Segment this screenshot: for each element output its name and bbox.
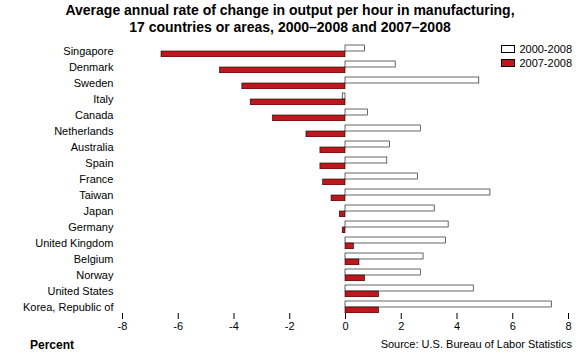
svg-text:-8: -8 <box>118 320 128 332</box>
html-text:Percent: Percent <box>30 338 74 352</box>
svg-text:Korea, Republic of: Korea, Republic of <box>23 301 114 313</box>
svg-text:0: 0 <box>342 320 348 332</box>
svg-text:France: France <box>79 173 113 185</box>
svg-text:Sweden: Sweden <box>74 77 114 89</box>
svg-text:Italy: Italy <box>93 93 114 105</box>
svg-text:Taiwan: Taiwan <box>79 189 113 201</box>
svg-text:6: 6 <box>510 320 516 332</box>
html-text:2000-2008: 2000-2008 <box>519 43 572 55</box>
svg-text:-6: -6 <box>173 320 183 332</box>
svg-text:United Kingdom: United Kingdom <box>35 237 113 249</box>
svg-text:Japan: Japan <box>84 205 114 217</box>
svg-text:2: 2 <box>398 320 404 332</box>
svg-text:Netherlands: Netherlands <box>54 125 114 137</box>
svg-text:Germany: Germany <box>68 221 114 233</box>
html-text:Source: U.S. Bureau of Labor S: Source: U.S. Bureau of Labor Statistics <box>380 338 572 350</box>
svg-text:Spain: Spain <box>85 157 113 169</box>
svg-text:Norway: Norway <box>76 269 114 281</box>
svg-text:Singapore: Singapore <box>63 45 113 57</box>
html-text:2007-2008: 2007-2008 <box>519 57 572 69</box>
svg-text:-4: -4 <box>229 320 239 332</box>
svg-text:-2: -2 <box>285 320 295 332</box>
svg-text:Canada: Canada <box>75 109 114 121</box>
svg-text:8: 8 <box>565 320 571 332</box>
svg-text:4: 4 <box>454 320 460 332</box>
svg-text:Denmark: Denmark <box>69 61 114 73</box>
svg-text:United States: United States <box>47 285 114 297</box>
html-text:Average annual rate of change: Average annual rate of change in output … <box>65 2 515 35</box>
svg-text:Australia: Australia <box>71 141 115 153</box>
svg-text:Belgium: Belgium <box>74 253 114 265</box>
